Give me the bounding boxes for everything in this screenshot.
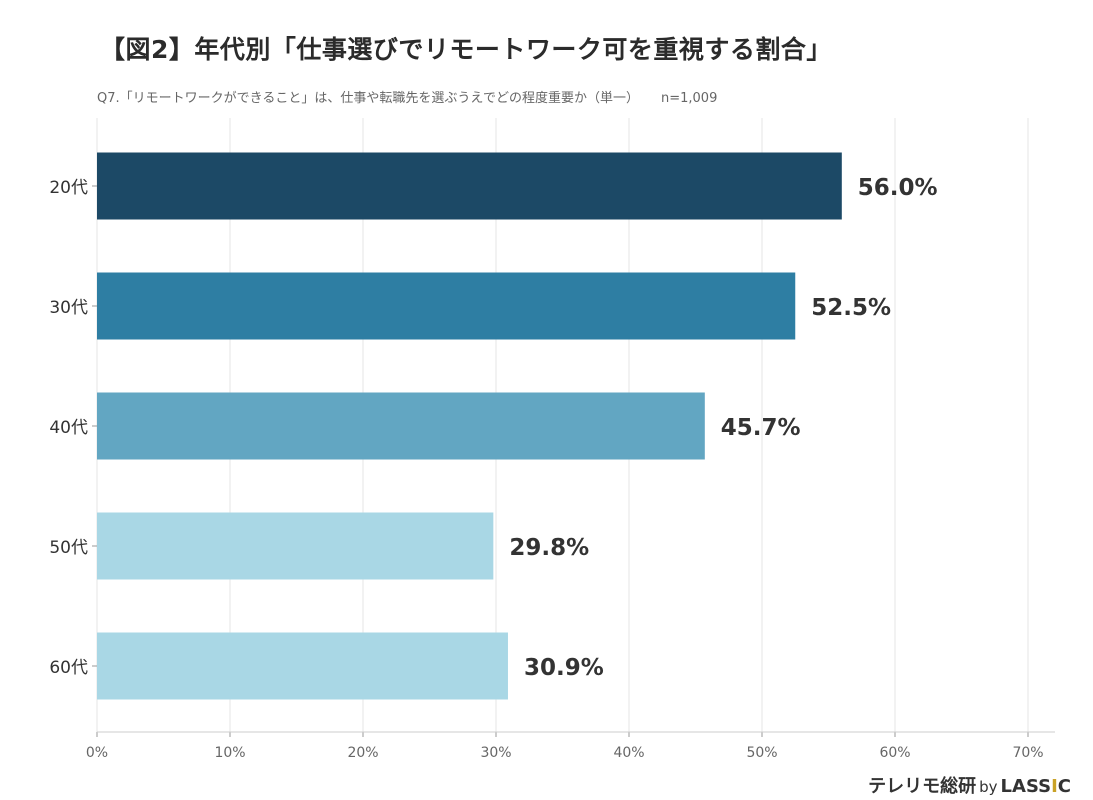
bar: [97, 632, 508, 700]
y-tick-label: 50代: [49, 538, 88, 558]
x-tick-label: 70%: [1012, 745, 1043, 761]
data-label: 30.9%: [524, 655, 604, 681]
brand-logo: テレリモ総研 by LASSIC: [868, 772, 1071, 798]
x-tick-label: 20%: [347, 745, 378, 761]
x-tick-label: 50%: [746, 745, 777, 761]
chart-title: 【図2】年代別「仕事選びでリモートワーク可を重視する割合」: [100, 35, 832, 64]
y-tick-label: 20代: [49, 178, 88, 198]
question-text: Q7.「リモートワークができること」は、仕事や転職先を選ぶうえでどの程度重要か（…: [97, 91, 639, 106]
brand-company-accent: I: [1051, 776, 1058, 797]
brand-company: LASS: [1000, 776, 1052, 797]
data-label: 56.0%: [858, 175, 938, 201]
y-tick-label: 60代: [49, 658, 88, 678]
x-tick-label: 40%: [613, 745, 644, 761]
data-label: 52.5%: [811, 295, 891, 321]
x-tick-label: 30%: [480, 745, 511, 761]
brand-company-end: C: [1057, 776, 1071, 797]
y-tick-label: 30代: [49, 298, 88, 318]
y-tick-label: 40代: [49, 418, 88, 438]
x-tick-label: 60%: [879, 745, 910, 761]
data-label: 45.7%: [721, 415, 801, 441]
chart-subtitle: Q7.「リモートワークができること」は、仕事や転職先を選ぶうえでどの程度重要か（…: [97, 87, 717, 106]
brand-by: by: [979, 778, 998, 796]
x-tick-label: 10%: [214, 745, 245, 761]
bar: [97, 512, 494, 580]
x-tick-label: 0%: [86, 745, 108, 761]
sample-size: n=1,009: [661, 91, 718, 106]
brand-name: テレリモ総研: [868, 776, 977, 797]
bar: [97, 152, 842, 220]
data-label: 29.8%: [509, 535, 589, 561]
bar: [97, 392, 705, 460]
bar: [97, 272, 796, 340]
